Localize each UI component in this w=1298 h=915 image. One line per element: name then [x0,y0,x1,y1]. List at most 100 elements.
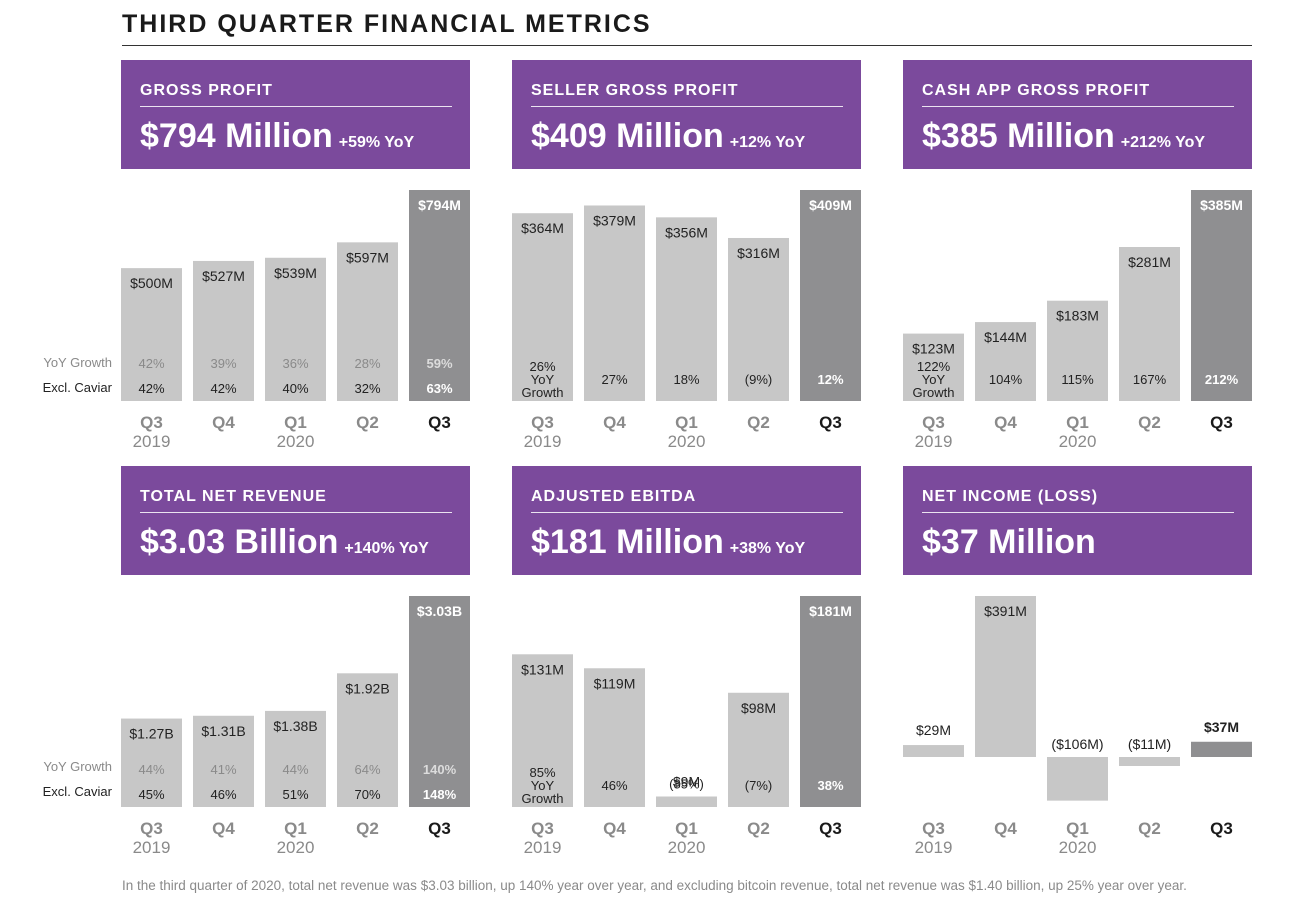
yoy-growth-row-label: YoY Growth [43,759,112,774]
headline-value: $3.03 Billion [140,523,339,561]
yoy-growth-value: 38% [817,778,843,793]
header-divider [922,512,1234,513]
data-label: $356M [665,224,708,240]
bar [337,242,398,401]
page-title: THIRD QUARTER FINANCIAL METRICS [122,10,652,38]
tick-label-quarter: Q3 [428,819,451,838]
data-label: $183M [1056,308,1099,324]
tick-label-quarter: Q4 [603,413,626,432]
metric-label: CASH APP GROSS PROFIT [922,82,1151,99]
tick-label-quarter: Q2 [747,819,770,838]
tick-label-quarter: Q4 [212,413,235,432]
headline-value: $794 Million [140,117,333,155]
headline-value: $409 Million [531,117,724,155]
bar [1191,741,1252,757]
tick-label-quarter: Q3 [922,819,945,838]
bar [1047,300,1108,401]
tick-label-quarter: Q2 [747,413,770,432]
yoy-growth-value: 42% [138,356,164,371]
title-rule [122,45,1252,46]
yoy-growth-value: 167% [1133,372,1167,387]
tick-label-year: 2020 [668,432,706,451]
headline-yoy: +38% YoY [729,540,806,557]
bar [728,692,789,807]
metric-label: SELLER GROSS PROFIT [531,82,739,99]
header-divider [531,512,843,513]
yoy-growth-value: 64% [354,762,380,777]
tick-label-quarter: Q2 [356,413,379,432]
yoy-growth-value: 46% [601,778,627,793]
data-label: $539M [274,265,317,281]
yoy-growth-value: 41% [210,762,236,777]
bar [584,668,645,807]
tick-label-year: 2019 [915,432,953,451]
data-label: $98M [741,700,776,716]
tick-label-year: 2019 [133,838,171,857]
data-label: ($11M) [1128,736,1171,752]
bar [512,654,573,807]
data-label: $9M [673,774,700,790]
tick-label-quarter: Q4 [603,819,626,838]
metric-label: NET INCOME (LOSS) [922,488,1099,505]
metric-headline: $181 Million +38% YoY [531,523,805,562]
adjusted-ebitda-header: ADJUSTED EBITDA $181 Million +38% YoY [512,466,861,575]
bar [1119,246,1180,401]
bar [193,715,254,807]
excl-caviar-value: 51% [282,787,308,802]
metric-headline: $794 Million +59% YoY [140,117,414,156]
cash-app-gross-profit-chart: $123M122%YoYGrowthQ32019$144M104%Q4$183M… [903,190,1252,451]
tick-label-quarter: Q2 [1138,413,1161,432]
bar [265,257,326,401]
yoy-growth-value: (7%) [745,778,772,793]
yoy-growth-note: YoY [922,372,946,387]
bar [409,596,470,807]
bar [800,596,861,807]
bar [728,237,789,401]
yoy-growth-value: 59% [426,356,452,371]
header-divider [140,106,452,107]
bar [409,190,470,401]
gross-profit-chart: $500M42%42%Q32019$527M39%42%Q4$539M36%40… [121,190,470,451]
tick-label-quarter: Q4 [994,819,1017,838]
bar [121,718,182,807]
bar [337,673,398,807]
tick-label-quarter: Q3 [140,413,163,432]
data-label: $1.92B [345,680,389,696]
metric-label: GROSS PROFIT [140,82,273,99]
excl-caviar-row-label: Excl. Caviar [42,380,112,395]
yoy-growth-note: Growth [522,385,564,400]
header-divider [531,106,843,107]
bar [975,596,1036,757]
header-divider [922,106,1234,107]
tick-label-quarter: Q4 [212,819,235,838]
data-label: $794M [418,197,461,213]
tick-label-quarter: Q4 [994,413,1017,432]
data-label: $597M [346,249,389,265]
data-label: $385M [1200,197,1243,213]
net-income-header: NET INCOME (LOSS) $37 Million [903,466,1252,575]
headline-yoy: +212% YoY [1120,134,1206,151]
data-label: $131M [521,661,564,677]
data-label: $3.03B [417,603,462,619]
total-net-revenue-header: TOTAL NET REVENUE $3.03 Billion +140% YoY [121,466,470,575]
bar [800,190,861,401]
excl-caviar-value: 148% [423,787,457,802]
yoy-growth-value: 39% [210,356,236,371]
metric-label: ADJUSTED EBITDA [531,488,697,505]
tick-label-quarter: Q3 [819,413,842,432]
bar [1191,190,1252,401]
bar [121,268,182,401]
adjusted-ebitda-chart: $131M85%YoYGrowthQ32019$119M46%Q4$9M(85%… [512,596,861,857]
tick-label-quarter: Q1 [284,413,307,432]
excl-caviar-value: 63% [426,381,452,396]
metric-headline: $409 Million +12% YoY [531,117,805,156]
tick-label-year: 2020 [668,838,706,857]
data-label: $316M [737,245,780,261]
data-label: $1.31B [201,723,245,739]
yoy-growth-value: 44% [138,762,164,777]
excl-caviar-value: 42% [138,381,164,396]
yoy-growth-value: 104% [989,372,1023,387]
tick-label-quarter: Q1 [1066,413,1089,432]
tick-label-quarter: Q1 [1066,819,1089,838]
yoy-growth-note: Growth [522,791,564,806]
